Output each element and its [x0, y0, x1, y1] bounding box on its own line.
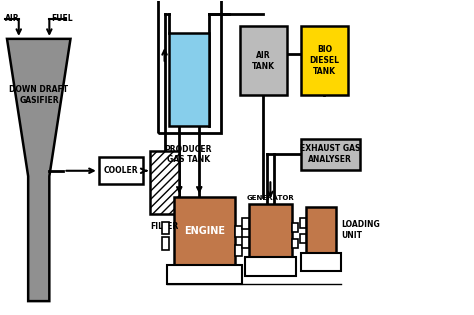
Text: EXHAUST GAS
ANALYSER: EXHAUST GAS ANALYSER: [300, 144, 361, 164]
Text: ENGINE: ENGINE: [184, 226, 225, 236]
Bar: [300, 218, 306, 228]
Bar: [162, 237, 169, 249]
Bar: [242, 237, 249, 248]
Text: LOADING
UNIT: LOADING UNIT: [341, 220, 380, 240]
Bar: [235, 226, 242, 237]
Bar: [150, 151, 179, 214]
Bar: [167, 265, 242, 284]
Bar: [240, 26, 287, 95]
Bar: [235, 245, 242, 256]
Bar: [157, 0, 221, 133]
Bar: [301, 253, 341, 272]
Bar: [301, 26, 348, 95]
Bar: [174, 197, 235, 265]
Bar: [292, 239, 298, 248]
Text: FUEL: FUEL: [52, 14, 73, 23]
Text: GENERATOR: GENERATOR: [246, 195, 294, 201]
Bar: [300, 234, 306, 243]
Text: AIR
TANK: AIR TANK: [252, 51, 275, 71]
Polygon shape: [7, 39, 71, 301]
Bar: [249, 204, 292, 257]
Bar: [162, 221, 169, 234]
Bar: [99, 158, 144, 184]
Text: PRODUCER
GAS TANK: PRODUCER GAS TANK: [164, 145, 212, 164]
Text: COOLER: COOLER: [104, 166, 138, 175]
Bar: [306, 208, 336, 253]
Bar: [301, 139, 360, 170]
Text: FILTER: FILTER: [150, 221, 179, 231]
Text: DOWN DRAFT
GASIFIER: DOWN DRAFT GASIFIER: [9, 85, 69, 105]
Bar: [292, 223, 298, 232]
Bar: [242, 218, 249, 229]
Text: BIO
DIESEL
TANK: BIO DIESEL TANK: [310, 45, 339, 76]
Bar: [245, 257, 296, 276]
Text: AIR: AIR: [5, 14, 19, 23]
Bar: [169, 33, 209, 126]
